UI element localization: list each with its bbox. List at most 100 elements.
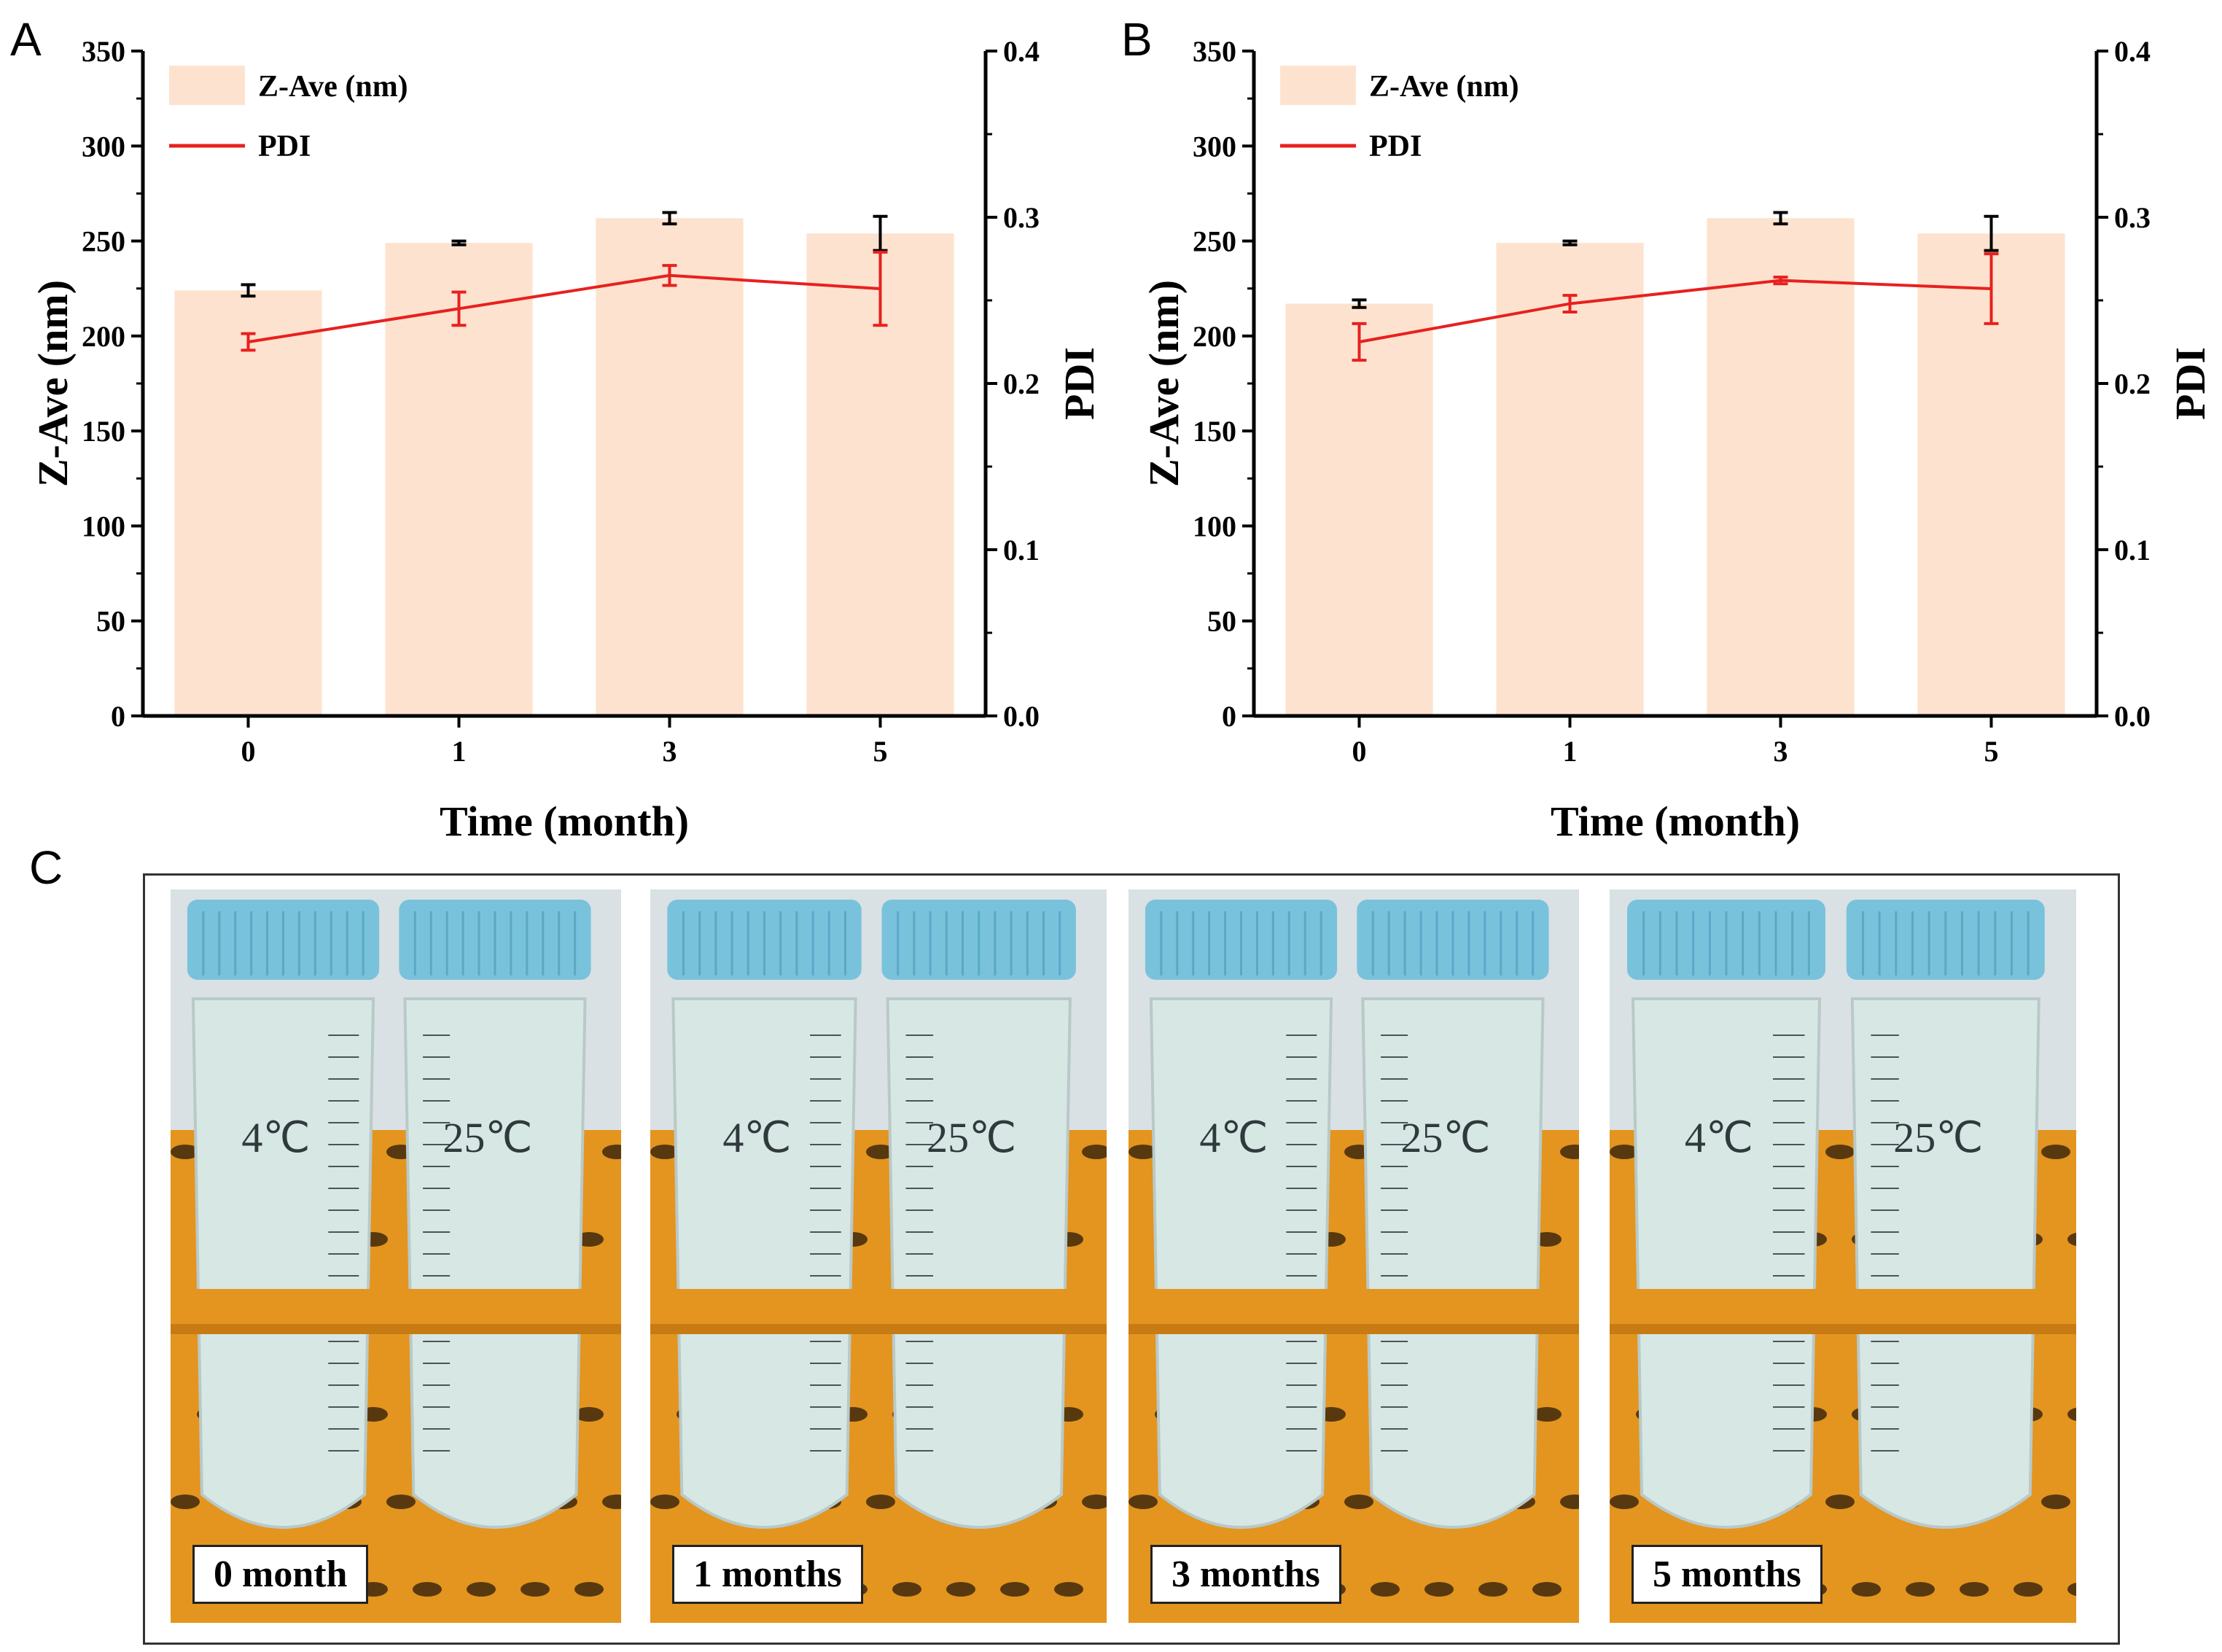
rack-hole — [2067, 1582, 2076, 1597]
y-tick-label: 350 — [82, 35, 125, 68]
tube-handwritten-label: 4℃ — [1199, 1114, 1268, 1161]
rack-hole — [602, 1495, 621, 1509]
x-tick-label: 0 — [1352, 735, 1367, 768]
tube-liquid — [403, 997, 587, 1529]
y2-tick-label: 0.1 — [1003, 534, 1040, 566]
pdi-error-bar — [241, 332, 256, 352]
chart-a: 0 50 100 150 200 250 300 350 0.0 0.1 0.2 0.3 0.4 0 1 3 5… — [29, 35, 1103, 845]
bar-error-bar — [241, 283, 256, 298]
pdi-error-bar — [662, 264, 677, 287]
rack-hole — [1000, 1582, 1029, 1597]
rack-hole — [2067, 1232, 2076, 1247]
photo-0-month: 4℃ 25℃ 0 month — [171, 889, 621, 1623]
rack-hole — [1532, 1407, 1562, 1422]
rack-hole — [467, 1582, 496, 1597]
y2-tick-label: 0.4 — [2114, 35, 2151, 68]
tube: 25℃ — [399, 900, 591, 1529]
panel-letter-c: C — [29, 841, 63, 894]
x-axis-title: Time (month) — [1551, 798, 1800, 845]
x-tick-label: 1 — [1563, 735, 1578, 768]
pdi-error-bar — [451, 290, 467, 327]
y2-tick-label: 0.2 — [1003, 367, 1040, 400]
y2-tick-label: 0.1 — [2114, 534, 2151, 566]
x-tick-label: 3 — [663, 735, 677, 768]
rack-hole — [1560, 1145, 1579, 1159]
rack-bar-shadow — [1128, 1324, 1579, 1334]
y-axis-title: Z-Ave (nm) — [29, 280, 77, 487]
photo-label: 3 months — [1150, 1545, 1341, 1604]
photo-illustration: 4℃ 25℃ — [1610, 889, 2076, 1623]
rack-hole — [892, 1582, 921, 1597]
panel-letter-b: B — [1121, 13, 1153, 66]
y-tick-label: 200 — [82, 320, 125, 353]
y-tick-label: 0 — [111, 700, 125, 733]
bar-z-ave — [1285, 303, 1433, 716]
tube: 4℃ — [667, 900, 862, 1529]
rack-hole — [2067, 1407, 2076, 1422]
photo-illustration: 4℃ 25℃ — [171, 889, 621, 1623]
y-tick-label: 300 — [1193, 130, 1236, 163]
rack-hole — [866, 1495, 895, 1509]
tube: 4℃ — [1627, 900, 1825, 1529]
pdi-error-bar — [1984, 252, 1999, 325]
rack-hole — [2041, 1145, 2070, 1159]
tube: 25℃ — [1846, 900, 2045, 1529]
bar-error-bar — [451, 239, 467, 246]
y-tick-label: 150 — [82, 415, 125, 448]
y2-tick-label: 0.0 — [1003, 700, 1040, 733]
bar-z-ave — [596, 218, 744, 716]
tube-handwritten-label: 4℃ — [1685, 1114, 1753, 1161]
x-tick-label: 5 — [1984, 735, 1999, 768]
bar-z-ave — [1707, 218, 1855, 716]
tube-handwritten-label: 25℃ — [927, 1114, 1016, 1161]
rack-hole — [521, 1582, 550, 1597]
bar-error-bar — [1562, 239, 1578, 246]
tube-liquid — [1361, 997, 1545, 1529]
photo-frame — [143, 873, 2120, 1645]
tube-handwritten-label: 25℃ — [443, 1114, 532, 1161]
pdi-error-bar — [1562, 294, 1578, 313]
y2-tick-label: 0.2 — [2114, 367, 2151, 400]
photo-label: 1 months — [672, 1545, 863, 1604]
y-tick-label: 250 — [82, 225, 125, 258]
x-axis-title: Time (month) — [440, 798, 689, 845]
y-tick-label: 150 — [1193, 415, 1236, 448]
pdi-line — [1359, 278, 1992, 343]
rack-hole — [1478, 1582, 1508, 1597]
rack-bar-shadow — [171, 1324, 621, 1334]
x-tick-label: 1 — [452, 735, 467, 768]
rack-hole — [1560, 1495, 1579, 1509]
tube-liquid — [1850, 997, 2040, 1529]
tube-handwritten-label: 4℃ — [722, 1114, 791, 1161]
pdi-line — [248, 273, 881, 343]
y2-axis-title: PDI — [2167, 347, 2214, 420]
tube: 4℃ — [1145, 900, 1338, 1529]
tube: 25℃ — [881, 900, 1076, 1529]
y-tick-label: 50 — [1207, 605, 1236, 638]
tube-liquid — [671, 997, 857, 1529]
y-tick-label: 300 — [82, 130, 125, 163]
y-tick-label: 100 — [82, 510, 125, 542]
tube-handwritten-label: 25℃ — [1893, 1114, 1983, 1161]
chart-b: 0 50 100 150 200 250 300 350 0.0 0.1 0.2 0.3 0.4 0 1 3 5… — [1140, 35, 2214, 845]
pdi-error-bar — [1773, 276, 1788, 286]
legend-label-z-ave: Z-Ave (nm) — [1369, 70, 1519, 104]
pdi-error-bar — [873, 250, 888, 327]
rack-hole — [1610, 1145, 1639, 1159]
y-tick-label: 200 — [1193, 320, 1236, 353]
rack-hole — [171, 1145, 200, 1159]
rack-hole — [2041, 1495, 2070, 1509]
y2-tick-label: 0.4 — [1003, 35, 1040, 68]
rack-hole — [1825, 1145, 1855, 1159]
x-tick-label: 3 — [1774, 735, 1788, 768]
y-tick-label: 0 — [1222, 700, 1236, 733]
rack-hole — [946, 1582, 975, 1597]
y-tick-label: 100 — [1193, 510, 1236, 542]
bar-error-bar — [662, 211, 677, 226]
tube: 4℃ — [187, 900, 380, 1529]
photo-1-months: 4℃ 25℃ 1 months — [650, 889, 1107, 1623]
rack-hole — [1054, 1582, 1083, 1597]
bar-error-bar — [1773, 211, 1788, 226]
rack-hole — [574, 1582, 604, 1597]
panel-letter-a: A — [10, 13, 42, 66]
